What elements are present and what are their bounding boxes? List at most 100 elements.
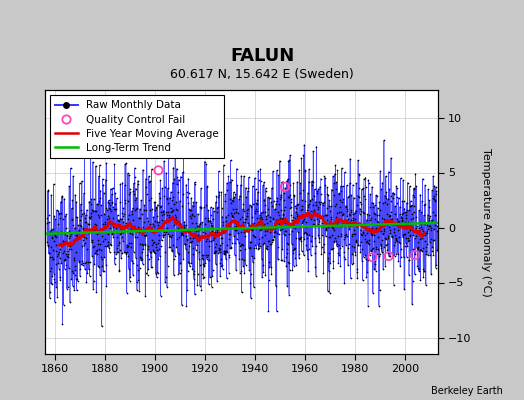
Point <box>351 248 359 255</box>
Point <box>260 179 268 186</box>
Point <box>104 239 112 245</box>
Point <box>60 196 68 202</box>
Point <box>307 216 315 222</box>
Point <box>384 235 392 241</box>
Point <box>82 246 91 253</box>
Point <box>178 203 187 209</box>
Point <box>144 271 152 278</box>
Point <box>79 237 87 244</box>
Point <box>206 204 215 211</box>
Point <box>56 277 64 283</box>
Point <box>67 165 75 172</box>
Point <box>256 212 264 218</box>
Point <box>392 251 400 257</box>
Point <box>391 232 400 238</box>
Point <box>110 206 118 213</box>
Point <box>252 186 260 193</box>
Point <box>261 188 270 194</box>
Point <box>383 247 391 253</box>
Point <box>423 230 431 236</box>
Point <box>194 232 203 238</box>
Point <box>312 272 320 279</box>
Point <box>96 247 105 253</box>
Point <box>406 203 414 210</box>
Point <box>156 253 164 260</box>
Point <box>361 196 369 202</box>
Point <box>327 216 335 222</box>
Point <box>182 303 191 309</box>
Point <box>48 254 56 260</box>
Point <box>43 188 52 194</box>
Point <box>305 197 314 203</box>
Point <box>370 258 379 264</box>
Point <box>208 228 216 234</box>
Point <box>174 271 183 277</box>
Point <box>188 211 196 217</box>
Point <box>114 240 123 246</box>
Point <box>160 184 169 190</box>
Point <box>289 180 298 186</box>
Point <box>349 260 357 266</box>
Point <box>170 222 179 228</box>
Point <box>366 191 374 198</box>
Point <box>202 232 210 238</box>
Point <box>44 187 52 193</box>
Point <box>243 209 251 216</box>
Point <box>256 227 265 234</box>
Point <box>213 232 222 239</box>
Point <box>367 214 376 221</box>
Point <box>107 186 115 192</box>
Point <box>236 270 244 277</box>
Point <box>292 262 300 268</box>
Point <box>62 253 71 259</box>
Point <box>233 182 242 188</box>
Point <box>206 219 215 226</box>
Point <box>303 212 311 218</box>
Point <box>286 152 294 158</box>
Point <box>353 202 361 208</box>
Point <box>141 293 149 299</box>
Point <box>417 224 425 230</box>
Point <box>259 197 268 204</box>
Point <box>76 266 84 272</box>
Point <box>193 223 201 229</box>
Point <box>251 242 259 249</box>
Point <box>352 180 361 186</box>
Point <box>334 218 342 224</box>
Point <box>84 230 93 236</box>
Point <box>243 213 252 219</box>
Point <box>388 233 397 239</box>
Point <box>131 234 139 240</box>
Point <box>356 206 364 212</box>
Point <box>294 234 303 241</box>
Point <box>260 196 269 203</box>
Point <box>226 196 235 202</box>
Point <box>98 263 106 269</box>
Point <box>395 234 403 240</box>
Point <box>74 222 82 228</box>
Point <box>113 249 122 256</box>
Point <box>134 178 142 184</box>
Point <box>214 250 222 256</box>
Point <box>421 248 430 255</box>
Point <box>268 237 277 243</box>
Point <box>169 164 178 171</box>
Point <box>71 263 80 269</box>
Point <box>298 218 307 224</box>
Point <box>227 176 236 183</box>
Point <box>219 228 227 234</box>
Point <box>364 177 373 183</box>
Point <box>401 214 410 221</box>
Point <box>421 232 430 238</box>
Point <box>101 222 109 229</box>
Point <box>189 199 198 206</box>
Point <box>358 232 366 238</box>
Point <box>415 207 423 214</box>
Point <box>331 162 340 168</box>
Point <box>209 216 217 222</box>
Point <box>175 234 183 240</box>
Point <box>144 243 152 249</box>
Point <box>138 228 146 235</box>
Point <box>334 233 342 239</box>
Point <box>333 167 342 174</box>
